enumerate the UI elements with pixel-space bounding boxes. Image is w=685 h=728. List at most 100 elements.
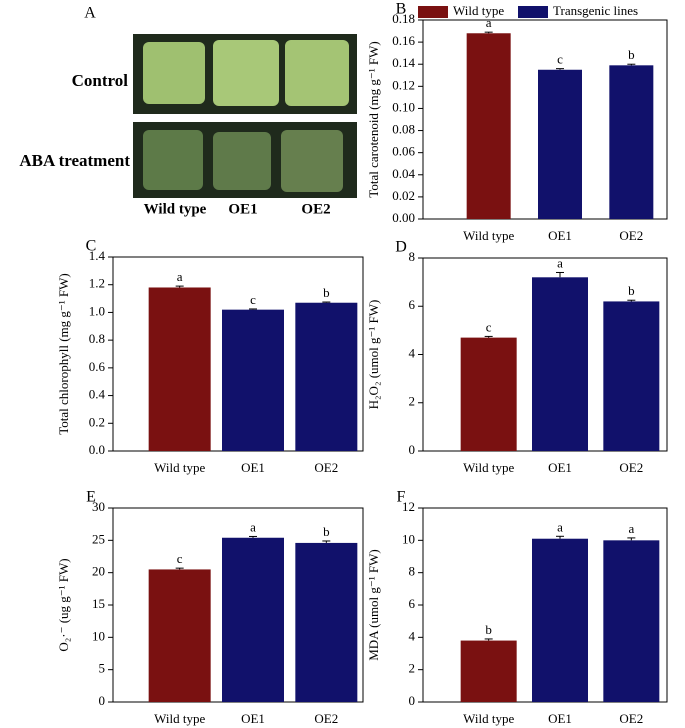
column-label: OE2 [301,201,330,217]
y-tick-label: 1.0 [89,303,105,318]
y-tick-label: 0.08 [392,122,415,137]
y-tick-label: 8 [409,249,416,264]
panel-label: C [86,238,97,255]
bar [222,537,284,702]
bar [148,287,211,451]
bar [295,302,358,451]
bar [466,33,511,220]
plant [213,40,279,106]
y-axis-title: MDA (umol g⁻¹ FW) [366,549,381,661]
x-tick-label: OE2 [314,711,338,726]
significance-label: b [485,622,492,637]
y-tick-label: 0.04 [392,166,415,181]
y-tick-label: 0.00 [392,210,415,225]
legend-label: Transgenic lines [553,3,638,18]
significance-label: a [557,255,563,270]
bar [460,337,517,451]
panel-label: D [395,239,407,256]
y-tick-label: 1.4 [89,248,106,263]
bar [532,277,588,451]
y-tick-label: 0.8 [89,331,105,346]
panel-label: A [84,5,96,22]
bar [532,538,588,702]
x-tick-label: Wild type [154,460,205,475]
x-tick-label: OE2 [314,460,338,475]
y-axis-title: Total chlorophyll (mg g⁻¹ FW) [56,273,71,435]
significance-label: a [177,269,183,284]
plants [143,40,349,192]
y-tick-label: 1.2 [89,276,105,291]
y-axis-title: O₂·⁻ (ug g⁻¹ FW) [56,558,71,651]
x-tick-label: OE2 [619,460,643,475]
y-tick-label: 2 [409,394,416,409]
significance-label: c [557,52,563,67]
y-axis-title: H₂O₂ (umol g⁻¹ FW) [366,300,381,410]
y-tick-label: 8 [409,564,416,579]
significance-label: c [177,551,183,566]
y-tick-label: 0.0 [89,442,105,457]
bar [222,309,284,451]
row-label: ABA treatment [19,151,130,170]
bar [538,69,582,219]
x-tick-label: OE2 [619,228,643,243]
bar [295,542,358,702]
significance-label: b [323,524,330,539]
y-tick-label: 30 [92,499,105,514]
y-tick-label: 0.4 [89,387,106,402]
plant [213,132,271,190]
bar [603,540,660,702]
legend-swatch [518,6,548,18]
y-tick-label: 20 [92,564,105,579]
bar [609,65,654,219]
y-tick-label: 12 [402,499,415,514]
panel-label: E [86,489,96,506]
legend-swatch [418,6,448,18]
column-label: OE1 [228,201,257,217]
y-tick-label: 0.02 [392,188,415,203]
significance-label: a [250,519,256,534]
panel-label: B [396,1,407,18]
x-tick-label: Wild type [154,711,205,726]
bar [603,301,660,451]
plant [143,42,205,104]
significance-label: b [628,47,635,62]
plant [281,130,343,192]
plant [285,40,349,106]
significance-label: b [628,283,635,298]
significance-label: a [486,15,492,30]
y-tick-label: 25 [92,531,105,546]
x-tick-label: OE1 [548,460,572,475]
y-tick-label: 0.18 [392,11,415,26]
y-tick-label: 6 [409,596,416,611]
legend-label: Wild type [453,3,504,18]
y-tick-label: 0.14 [392,55,415,70]
plant [143,130,203,190]
y-tick-label: 10 [92,628,105,643]
significance-label: a [628,521,634,536]
x-tick-label: Wild type [463,711,514,726]
y-axis-title: Total carotenoid (mg g⁻¹ FW) [366,41,381,197]
y-tick-label: 0.06 [392,144,415,159]
bar [460,640,517,702]
significance-label: b [323,285,330,300]
y-tick-label: 0.10 [392,99,415,114]
y-tick-label: 6 [409,297,416,312]
x-tick-label: OE1 [548,711,572,726]
y-tick-label: 0.6 [89,359,106,374]
bar [148,569,211,702]
y-tick-label: 15 [92,596,105,611]
x-tick-label: Wild type [463,228,514,243]
y-tick-label: 0.16 [392,33,415,48]
y-tick-label: 0.12 [392,77,415,92]
y-tick-label: 0.2 [89,414,105,429]
y-tick-label: 5 [99,661,106,676]
significance-label: a [557,519,563,534]
y-tick-label: 10 [402,531,415,546]
x-tick-label: OE1 [548,228,572,243]
x-tick-label: OE2 [619,711,643,726]
x-tick-label: OE1 [241,711,265,726]
x-tick-label: OE1 [241,460,265,475]
y-tick-label: 2 [409,661,416,676]
y-tick-label: 0 [409,442,416,457]
y-tick-label: 4 [409,628,416,643]
